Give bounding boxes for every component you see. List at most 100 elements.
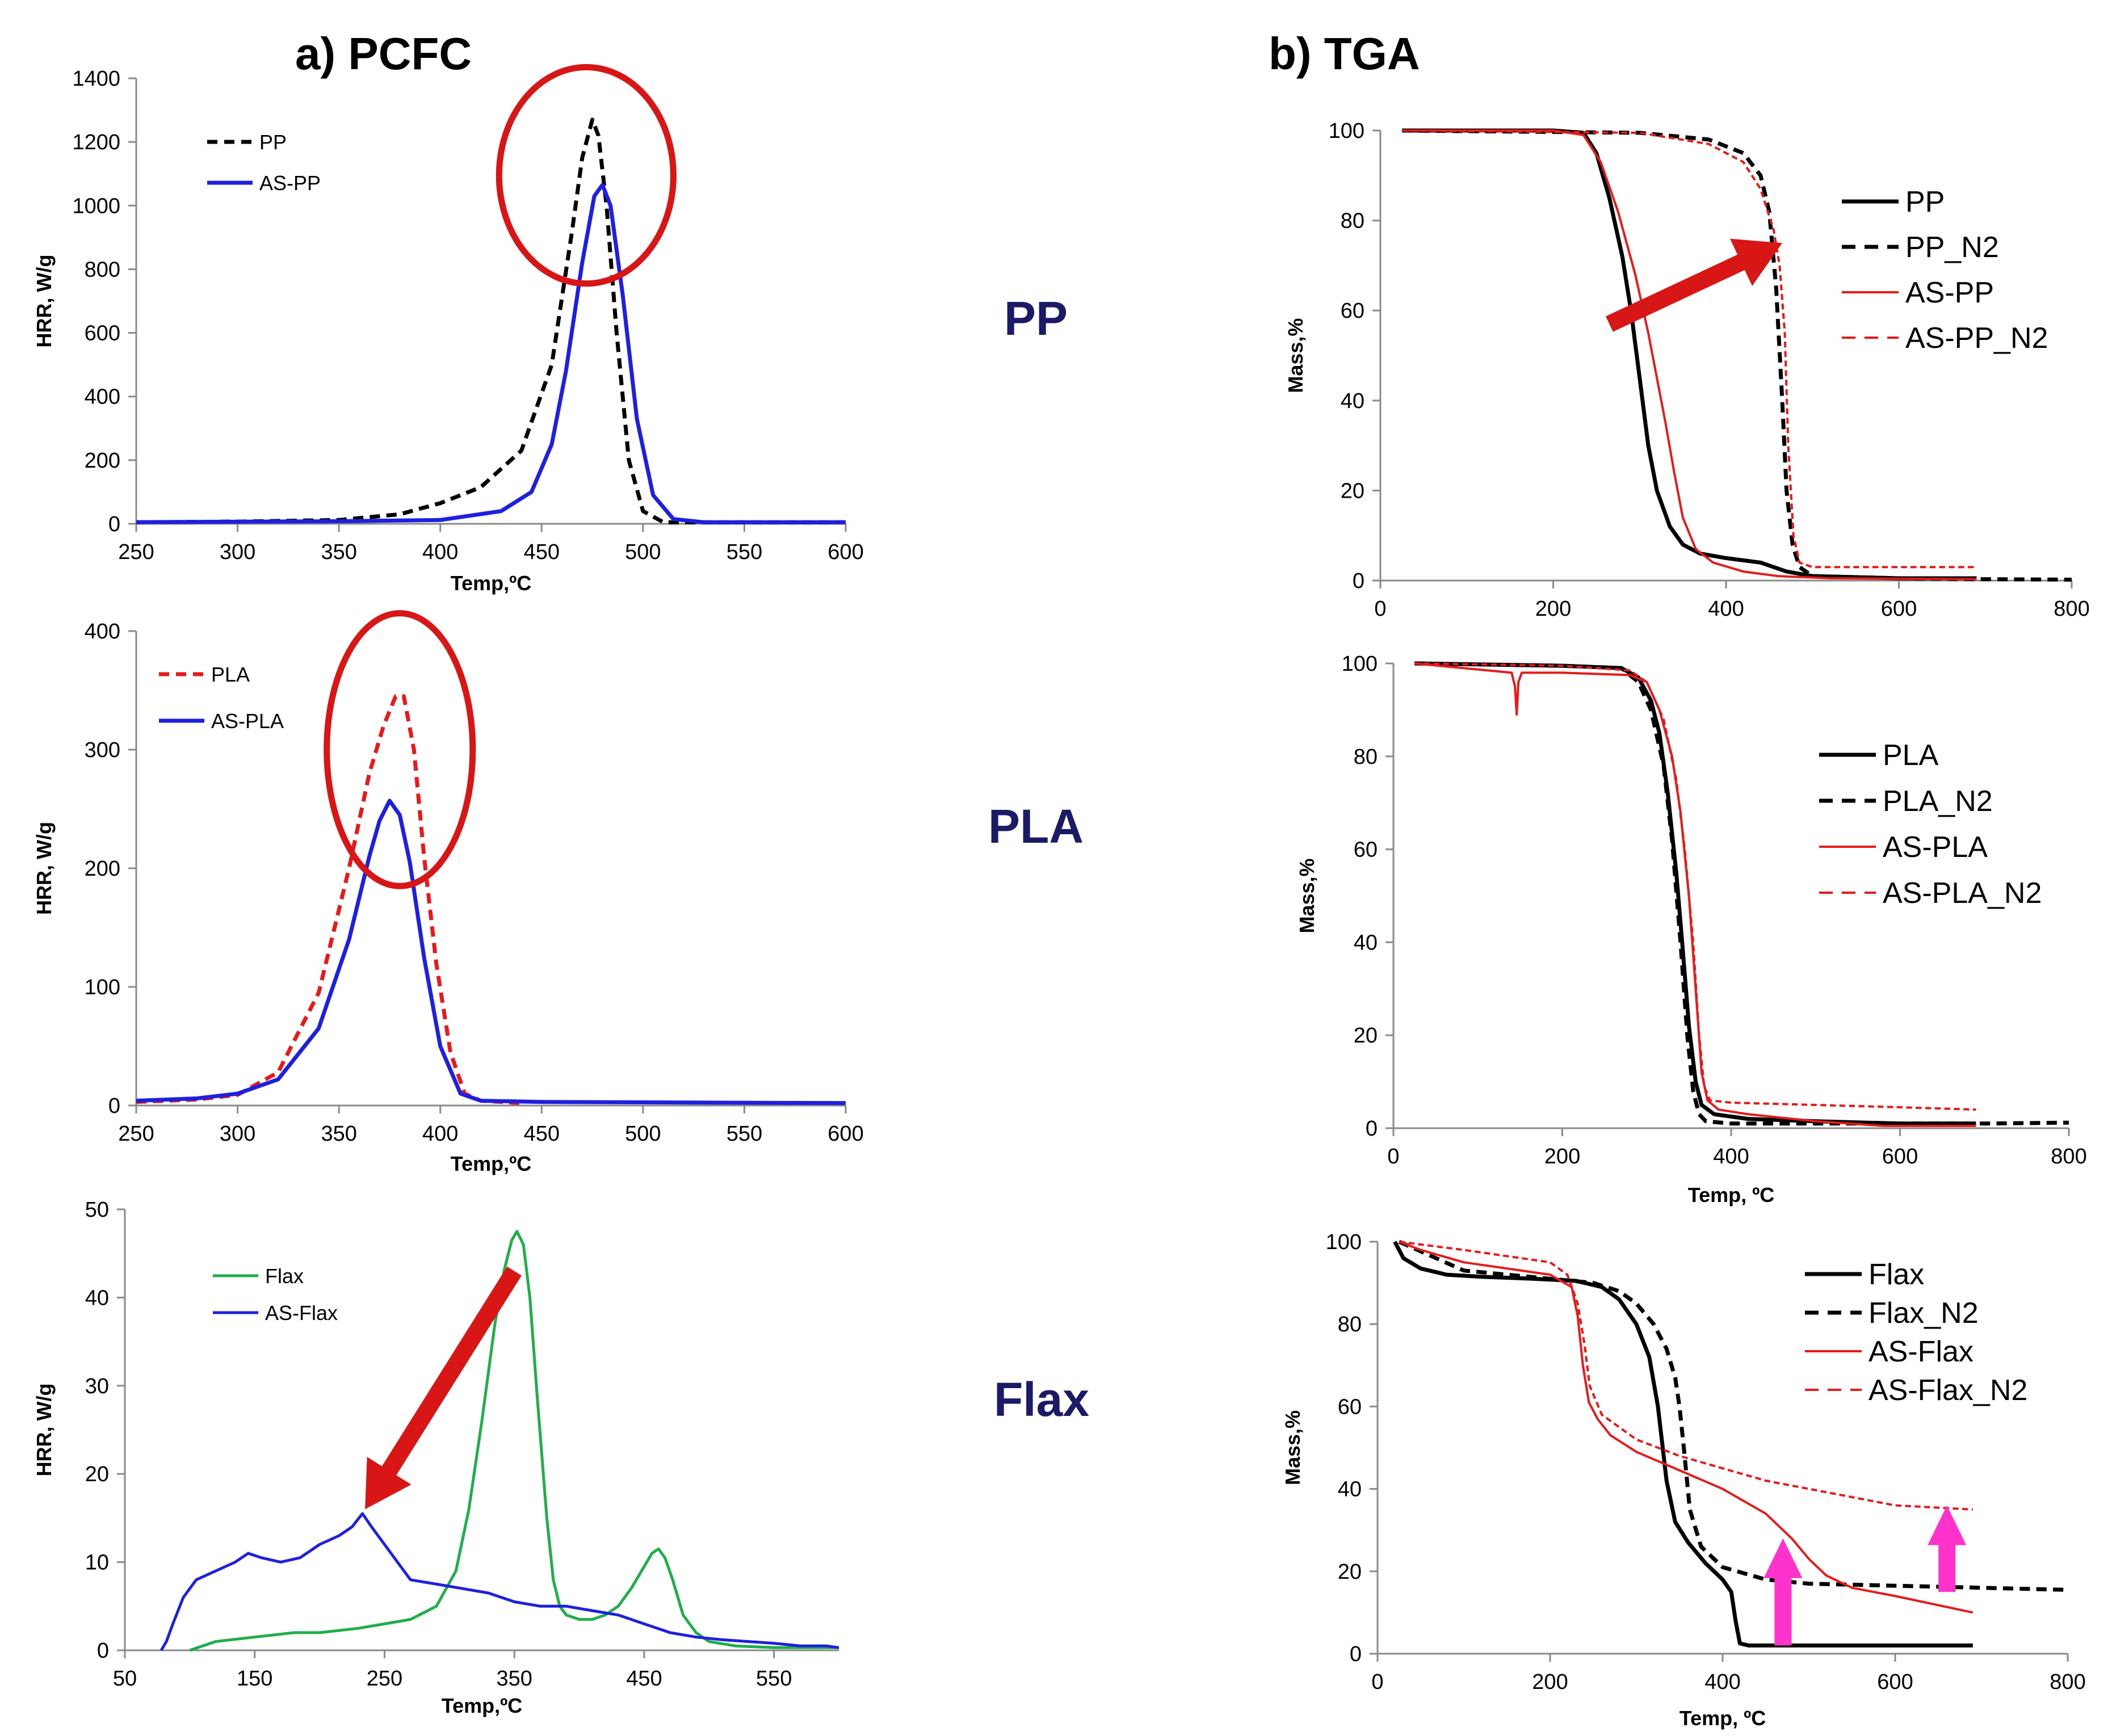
x-tick-label: 300	[220, 540, 255, 564]
x-tick-label: 600	[828, 540, 863, 564]
legend-label: AS-PLA	[211, 709, 284, 733]
y-tick-label: 40	[1338, 1478, 1362, 1502]
series-line-pla	[136, 694, 522, 1106]
legend-label: PLA	[1883, 739, 1939, 772]
legend-label: AS-Flax	[265, 1301, 338, 1325]
series-line-flax	[1393, 1241, 1973, 1647]
x-tick-label: 600	[1882, 1145, 1918, 1168]
y-axis-label: Mass,%	[1284, 318, 1307, 393]
x-tick-label: 300	[220, 1122, 255, 1146]
x-tick-label: 550	[756, 1667, 792, 1691]
y-tick-label: 0	[108, 512, 120, 536]
y-tick-label: 60	[1354, 838, 1378, 862]
x-tick-label: 350	[496, 1667, 532, 1691]
legend-label: PP	[259, 131, 287, 154]
series-line-as-pp	[1402, 129, 1977, 581]
x-tick-label: 400	[1704, 1670, 1740, 1694]
heading-pcfc: a) PCFC	[295, 28, 472, 79]
x-tick-label: 50	[113, 1667, 137, 1691]
heading-tga: b) TGA	[1269, 28, 1420, 79]
y-tick-label: 60	[1341, 299, 1364, 323]
x-tick-label: 450	[626, 1667, 662, 1691]
y-tick-label: 0	[108, 1094, 120, 1118]
x-tick-label: 200	[1532, 1670, 1568, 1694]
highlight-ellipse	[496, 64, 677, 287]
x-axis-label: Temp,ºC	[451, 571, 532, 595]
y-tick-label: 0	[1353, 569, 1364, 593]
legend-label: AS-PP_N2	[1905, 322, 2048, 355]
legend-label: AS-PP	[259, 171, 321, 195]
legend-label: PP	[1905, 186, 1945, 218]
x-tick-label: 400	[1708, 597, 1744, 621]
x-tick-label: 550	[727, 1122, 762, 1146]
x-tick-label: 500	[625, 540, 661, 564]
row-label-pp: PP	[1004, 292, 1068, 345]
x-tick-label: 250	[367, 1667, 402, 1691]
x-tick-label: 0	[1374, 597, 1386, 621]
series-line-pp	[136, 117, 846, 524]
chart-pcfc-pla: 250 300 350 400 450 500 550 600 0 100 200 300 400 Tem…	[32, 610, 864, 1175]
chart-pcfc-flax: 50 150 250 350 450 550 0 10 20 30 40 50 Temp,ºC HRR, …	[32, 1198, 839, 1717]
residue-arrow	[1764, 1538, 1803, 1646]
x-tick-label: 550	[727, 540, 762, 564]
x-tick-label: 250	[118, 1122, 154, 1146]
chart-pcfc-pp: 250 300 350 400 450 500 550 600 0 200 400 600 800 100…	[32, 64, 864, 595]
legend-label: AS-PLA_N2	[1883, 877, 2042, 910]
x-tick-label: 200	[1535, 597, 1571, 621]
y-tick-label: 0	[1350, 1642, 1362, 1666]
y-tick-label: 1400	[72, 67, 120, 91]
row-label-pla: PLA	[988, 800, 1084, 853]
trend-arrow	[1606, 238, 1782, 332]
y-tick-label: 400	[85, 385, 120, 409]
y-tick-label: 100	[1326, 1230, 1362, 1254]
x-tick-label: 150	[237, 1667, 272, 1691]
x-tick-label: 600	[1877, 1670, 1913, 1694]
x-tick-label: 800	[2050, 1670, 2085, 1694]
y-tick-label: 50	[85, 1198, 109, 1222]
x-tick-label: 400	[422, 1122, 458, 1146]
y-axis-label: HRR, W/g	[32, 255, 56, 348]
x-axis-label: Temp,ºC	[451, 1152, 532, 1175]
legend: PP PP_N2 AS-PP AS-PP_N2	[1842, 186, 2048, 355]
y-tick-label: 20	[1354, 1024, 1378, 1048]
x-axis-label: Temp, ºC	[1679, 1706, 1766, 1730]
y-tick-label: 600	[85, 322, 120, 346]
series-line-flax-n2	[1398, 1239, 2068, 1592]
y-tick-label: 1000	[72, 194, 120, 218]
y-tick-label: 30	[85, 1374, 109, 1398]
x-tick-label: 800	[2051, 1145, 2086, 1168]
y-tick-label: 0	[1366, 1117, 1378, 1141]
y-tick-label: 80	[1338, 1313, 1362, 1336]
x-tick-label: 600	[828, 1122, 863, 1146]
x-tick-label: 450	[524, 540, 560, 564]
series-line-as-pla	[136, 798, 846, 1106]
chart-tga-pla: 0 200 400 600 800 0 20 40 60 80 100 Temp, ºC Mass,% P…	[1295, 652, 2087, 1207]
y-tick-label: 200	[85, 449, 120, 473]
legend-label: Flax	[1869, 1258, 1924, 1291]
legend-label: AS-PP	[1905, 276, 1994, 309]
series-line-as-pp	[136, 183, 846, 524]
x-tick-label: 0	[1387, 1145, 1399, 1168]
legend-label: PLA_N2	[1883, 785, 1993, 818]
y-axis-label: HRR, W/g	[32, 822, 56, 915]
y-tick-label: 100	[1342, 652, 1378, 676]
y-tick-label: 40	[85, 1286, 109, 1310]
x-tick-label: 250	[118, 540, 154, 564]
y-tick-label: 100	[85, 976, 120, 999]
legend: PLA AS-PLA	[159, 663, 284, 733]
series-line-flax	[189, 1230, 839, 1652]
legend-label: AS-PLA	[1883, 831, 1988, 864]
x-axis-label: Temp,ºC	[442, 1694, 523, 1717]
x-tick-label: 400	[422, 540, 458, 564]
series-line-as-pla-n2	[1414, 662, 1976, 1111]
y-tick-label: 20	[1341, 479, 1364, 503]
series-line-as-pp-n2	[1402, 129, 1977, 569]
x-tick-label: 0	[1371, 1670, 1383, 1694]
legend: PP AS-PP	[207, 131, 321, 195]
y-tick-label: 100	[1329, 119, 1364, 143]
y-tick-label: 80	[1354, 745, 1378, 769]
x-axis-label: Temp, ºC	[1688, 1183, 1775, 1207]
chart-tga-flax: 0 200 400 600 800 0 20 40 60 80 100 Temp, ºC Mass,% F…	[1281, 1230, 2086, 1730]
y-tick-label: 0	[97, 1639, 109, 1663]
